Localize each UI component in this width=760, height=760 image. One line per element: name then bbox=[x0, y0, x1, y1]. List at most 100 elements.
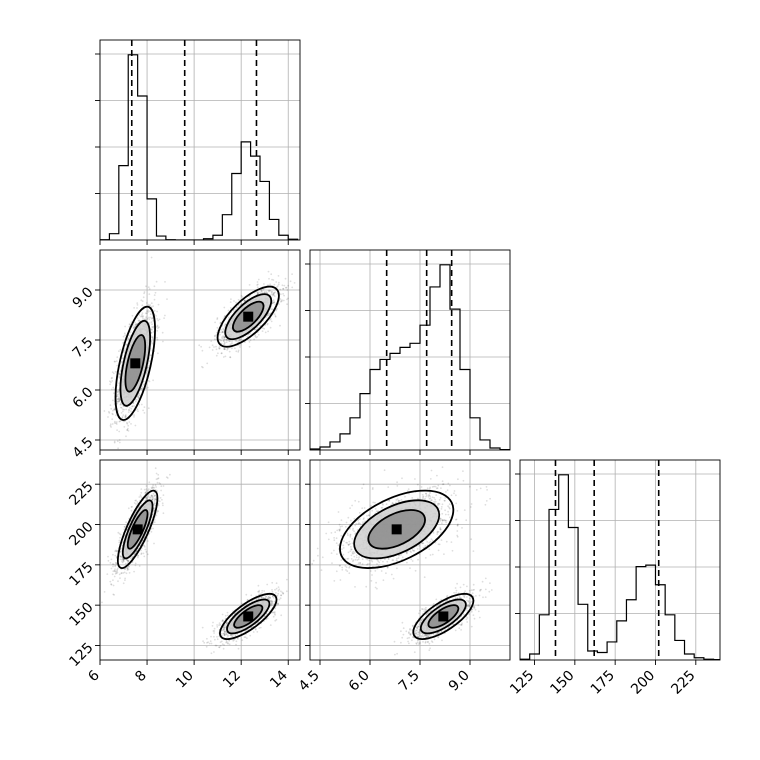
scatter-point bbox=[226, 634, 229, 637]
scatter-point bbox=[239, 346, 241, 348]
scatter-point bbox=[142, 383, 145, 386]
scatter-point bbox=[273, 283, 276, 286]
scatter-point bbox=[146, 496, 149, 499]
scatter-point bbox=[151, 317, 154, 320]
scatter-point bbox=[216, 626, 219, 628]
scatter-point bbox=[213, 335, 216, 338]
scatter-point bbox=[156, 481, 159, 484]
scatter-point bbox=[206, 637, 208, 640]
scatter-point bbox=[119, 551, 122, 553]
scatter-point bbox=[156, 310, 159, 313]
scatter-point bbox=[122, 420, 125, 423]
scatter-point bbox=[147, 366, 150, 369]
scatter-point bbox=[149, 310, 152, 313]
scatter-point bbox=[111, 563, 114, 566]
scatter-point bbox=[282, 287, 284, 290]
scatter-point bbox=[158, 500, 161, 503]
scatter-point bbox=[263, 327, 266, 330]
scatter-point bbox=[145, 285, 147, 288]
scatter-point bbox=[223, 644, 226, 646]
scatter-point bbox=[243, 300, 246, 302]
scatter-point bbox=[281, 591, 284, 594]
scatter-point bbox=[235, 306, 238, 308]
scatter-point bbox=[227, 316, 230, 319]
scatter-point bbox=[145, 497, 148, 500]
scatter-point bbox=[228, 643, 231, 646]
scatter-point bbox=[116, 567, 119, 570]
scatter-point bbox=[126, 421, 128, 424]
scatter-point bbox=[303, 254, 305, 256]
scatter-point bbox=[268, 313, 271, 316]
scatter-point bbox=[113, 407, 116, 410]
scatter-point bbox=[123, 408, 125, 411]
scatter-point bbox=[227, 642, 229, 645]
scatter-point bbox=[133, 326, 135, 329]
scatter-point bbox=[138, 565, 141, 567]
scatter-point bbox=[269, 319, 271, 321]
scatter-point bbox=[256, 335, 259, 338]
scatter-point bbox=[150, 321, 153, 324]
scatter-point bbox=[218, 347, 220, 349]
scatter-point bbox=[117, 398, 119, 401]
scatter-point bbox=[271, 602, 273, 605]
scatter-point bbox=[234, 347, 236, 350]
scatter-point bbox=[144, 491, 147, 494]
scatter-point bbox=[216, 318, 219, 320]
scatter-point bbox=[119, 370, 122, 372]
scatter-point bbox=[256, 281, 259, 283]
scatter-point bbox=[118, 375, 120, 378]
scatter-point bbox=[240, 294, 243, 297]
scatter-point bbox=[219, 641, 222, 643]
scatter-point bbox=[115, 414, 117, 417]
scatter-point bbox=[215, 348, 218, 351]
scatter-point bbox=[272, 596, 275, 599]
scatter-point bbox=[278, 303, 280, 306]
scatter-point bbox=[145, 490, 148, 492]
scatter-point bbox=[147, 379, 150, 382]
scatter-point bbox=[113, 408, 116, 411]
scatter-point bbox=[126, 569, 129, 571]
scatter-point bbox=[148, 318, 151, 321]
scatter-point bbox=[156, 318, 159, 320]
scatter-point bbox=[113, 575, 116, 578]
scatter-point bbox=[224, 323, 227, 326]
scatter-point bbox=[198, 344, 201, 347]
scatter-point bbox=[283, 294, 285, 297]
scatter-point bbox=[143, 291, 146, 293]
scatter-point bbox=[147, 386, 149, 389]
scatter-point bbox=[270, 291, 273, 294]
scatter-point bbox=[166, 298, 168, 300]
scatter-point bbox=[127, 559, 130, 562]
scatter-point bbox=[162, 494, 165, 496]
scatter-point bbox=[135, 398, 138, 401]
scatter-point bbox=[259, 291, 261, 294]
scatter-point bbox=[153, 503, 155, 506]
scatter-point bbox=[114, 564, 117, 566]
scatter-point bbox=[118, 399, 121, 402]
scatter-point bbox=[115, 423, 118, 425]
scatter-point bbox=[271, 290, 273, 293]
scatter-point bbox=[109, 580, 112, 583]
scatter-point bbox=[134, 499, 137, 502]
scatter-point bbox=[113, 441, 116, 444]
scatter-point bbox=[124, 579, 126, 581]
scatter-point bbox=[149, 304, 152, 306]
scatter-point bbox=[109, 404, 112, 407]
scatter-point bbox=[123, 349, 125, 352]
scatter-point bbox=[113, 422, 116, 424]
scatter-point bbox=[133, 405, 136, 407]
scatter-point bbox=[274, 291, 276, 294]
scatter-point bbox=[222, 632, 225, 635]
scatter-point bbox=[220, 339, 223, 342]
scatter-point bbox=[223, 632, 225, 635]
scatter-point bbox=[272, 293, 275, 295]
scatter-point bbox=[117, 580, 119, 583]
scatter-point bbox=[291, 286, 294, 289]
scatter-point bbox=[157, 473, 160, 476]
scatter-point bbox=[110, 583, 113, 586]
scatter-point bbox=[152, 527, 154, 530]
scatter-point bbox=[136, 304, 139, 306]
scatter-point bbox=[159, 497, 162, 499]
scatter-point bbox=[222, 627, 225, 629]
scatter-point bbox=[248, 345, 251, 348]
